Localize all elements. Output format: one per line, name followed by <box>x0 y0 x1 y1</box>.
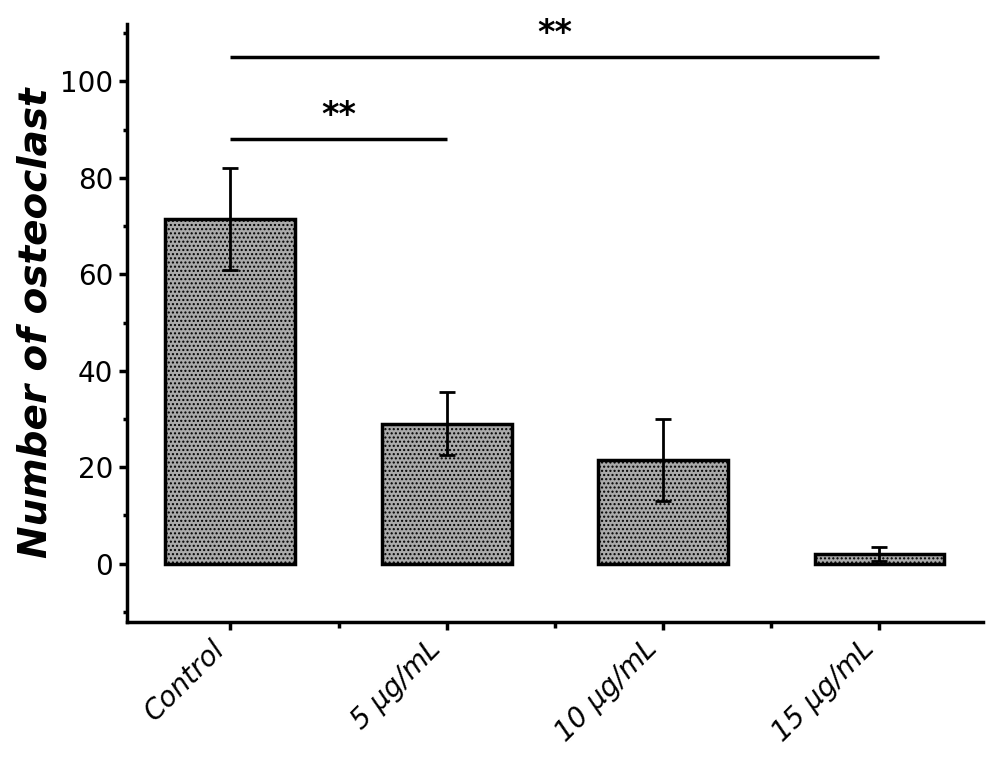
Text: **: ** <box>321 99 356 132</box>
Text: **: ** <box>537 17 572 50</box>
Y-axis label: Number of osteoclast: Number of osteoclast <box>17 87 55 558</box>
Bar <box>598 460 728 564</box>
Bar <box>382 424 512 564</box>
Bar <box>815 554 944 564</box>
Bar <box>165 219 295 564</box>
